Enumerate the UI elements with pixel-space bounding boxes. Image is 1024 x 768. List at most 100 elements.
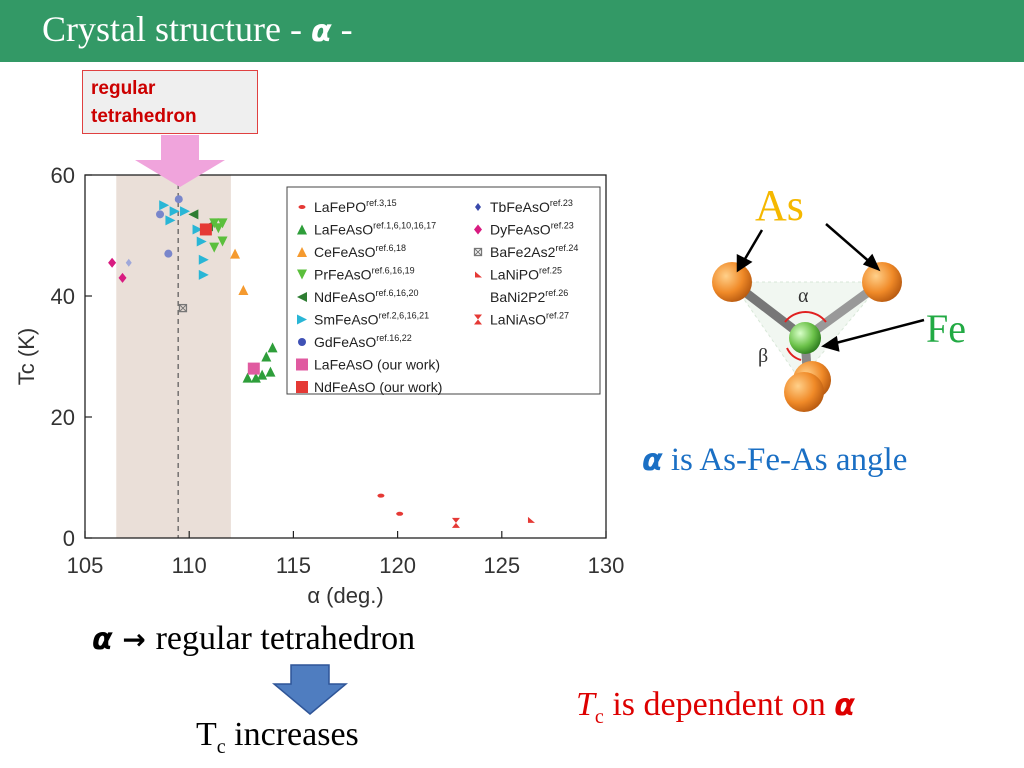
data-point [230,248,241,259]
as-label: As [755,181,804,230]
data-point [118,272,127,283]
x-tick-label: 115 [276,553,311,578]
legend-item-label: LaFeAsO (our work) [314,357,440,373]
legend-item-marker [298,205,306,209]
y-tick-label: 0 [63,526,75,551]
fe-pointer-arrow [821,318,925,352]
legend-item-marker [297,314,307,325]
legend-item-marker [297,292,307,302]
title-bar: Crystal structure - α - [0,0,1024,62]
down-arrow [272,664,348,715]
legend-item-col2-marker [474,224,482,235]
legend-item-col2-marker [474,314,482,325]
y-tick-label: 60 [51,163,75,188]
tc-increases-text: increases [225,716,359,753]
data-point [156,210,165,219]
data-point [164,249,173,258]
beta-angle-label: β [758,345,768,367]
data-point [178,303,188,313]
tc-increases-caption: Tc increases [196,716,359,759]
legend-item-marker [297,247,307,257]
legend-item-col2-marker [474,293,482,301]
data-point [396,511,404,516]
data-point [213,223,224,234]
alpha-symbol-2: α [92,622,113,657]
data-point [125,258,132,267]
y-tick-label: 20 [51,405,75,430]
as-atom-bottom [784,372,824,412]
tc-subscript: c [216,735,226,758]
as-atom-left [712,262,752,302]
data-point [527,516,535,523]
data-point [451,517,460,528]
data-point [192,224,203,235]
x-tick-label: 125 [483,553,520,578]
data-point [159,200,170,211]
data-point [217,218,228,229]
data-point [261,351,272,362]
dep-T: T [576,686,595,723]
y-tick-label: 40 [51,284,75,309]
data-point [242,372,253,383]
tc-dependent-caption: Tc is dependent on α [576,686,855,729]
data-point [265,366,276,377]
data-point [377,493,385,498]
data-point [257,369,268,380]
fe-atom [789,322,821,354]
marker-box [473,247,483,257]
data-point [199,223,212,236]
x-tick-label: 110 [172,553,207,578]
legend-item-marker [296,358,308,371]
x-tick-label: 130 [588,553,625,578]
tetrahedron-structure: As Fe α β [712,181,966,412]
alpha-angle-arc [784,310,827,323]
dep-text: is dependent on [603,686,835,723]
data-point [250,372,261,383]
data-point [238,284,249,295]
legend-item-marker [297,269,307,280]
points-layer [108,195,535,528]
data-point [198,269,209,280]
data-point [267,342,278,353]
beta-angle-arc [786,347,802,361]
highlight-band [116,175,231,538]
alpha-angle-label: α [798,285,809,307]
legend-item-col2-marker [473,247,483,257]
x-tick-label: 105 [67,553,104,578]
data-point [196,236,207,247]
marker-box [178,303,188,313]
callout-line-1: regular [91,78,156,99]
alpha-definition-caption: α is As-Fe-As angle [642,442,907,479]
data-point [180,206,191,217]
data-point [188,209,199,220]
alpha-symbol: α [642,443,663,478]
legend-layer: LaFePOref.3,15LaFeAsOref.1,6,10,16,17CeF… [286,186,601,395]
regular-tetrahedron-callout: regular tetrahedron [82,70,258,134]
x-axis-label: α (deg.) [307,583,383,608]
slide-title-alpha: α [310,14,332,49]
data-point [169,206,180,217]
tc-T: T [196,716,217,753]
alpha-tetrahedron-caption: α → regular tetrahedron [92,620,415,658]
slide-title: Crystal structure - α - [42,8,353,50]
plot-frame [84,174,607,539]
legend-item-col2-marker [475,203,481,211]
legend-box [286,186,601,395]
right-arrow: → [112,623,156,656]
data-point [198,254,209,265]
as-atom-right [862,262,902,302]
x-tick-label: 120 [379,553,416,578]
data-point [217,236,228,247]
dep-alpha: α [834,688,855,723]
callout-pink-arrow [135,135,225,187]
slide-title-suffix: - [331,9,353,49]
legend-item-marker [297,224,307,235]
fe-label: Fe [926,306,966,351]
legend-item-col2-marker [475,271,482,278]
axes-layer: 105 110 115 120 125 130 0 20 40 60 α (deg.) Tc (K) [14,163,624,608]
callout-line-2: tetrahedron [91,106,197,127]
dep-subscript: c [594,705,604,728]
data-point [209,242,220,253]
y-axis-label: Tc (K) [14,328,39,385]
